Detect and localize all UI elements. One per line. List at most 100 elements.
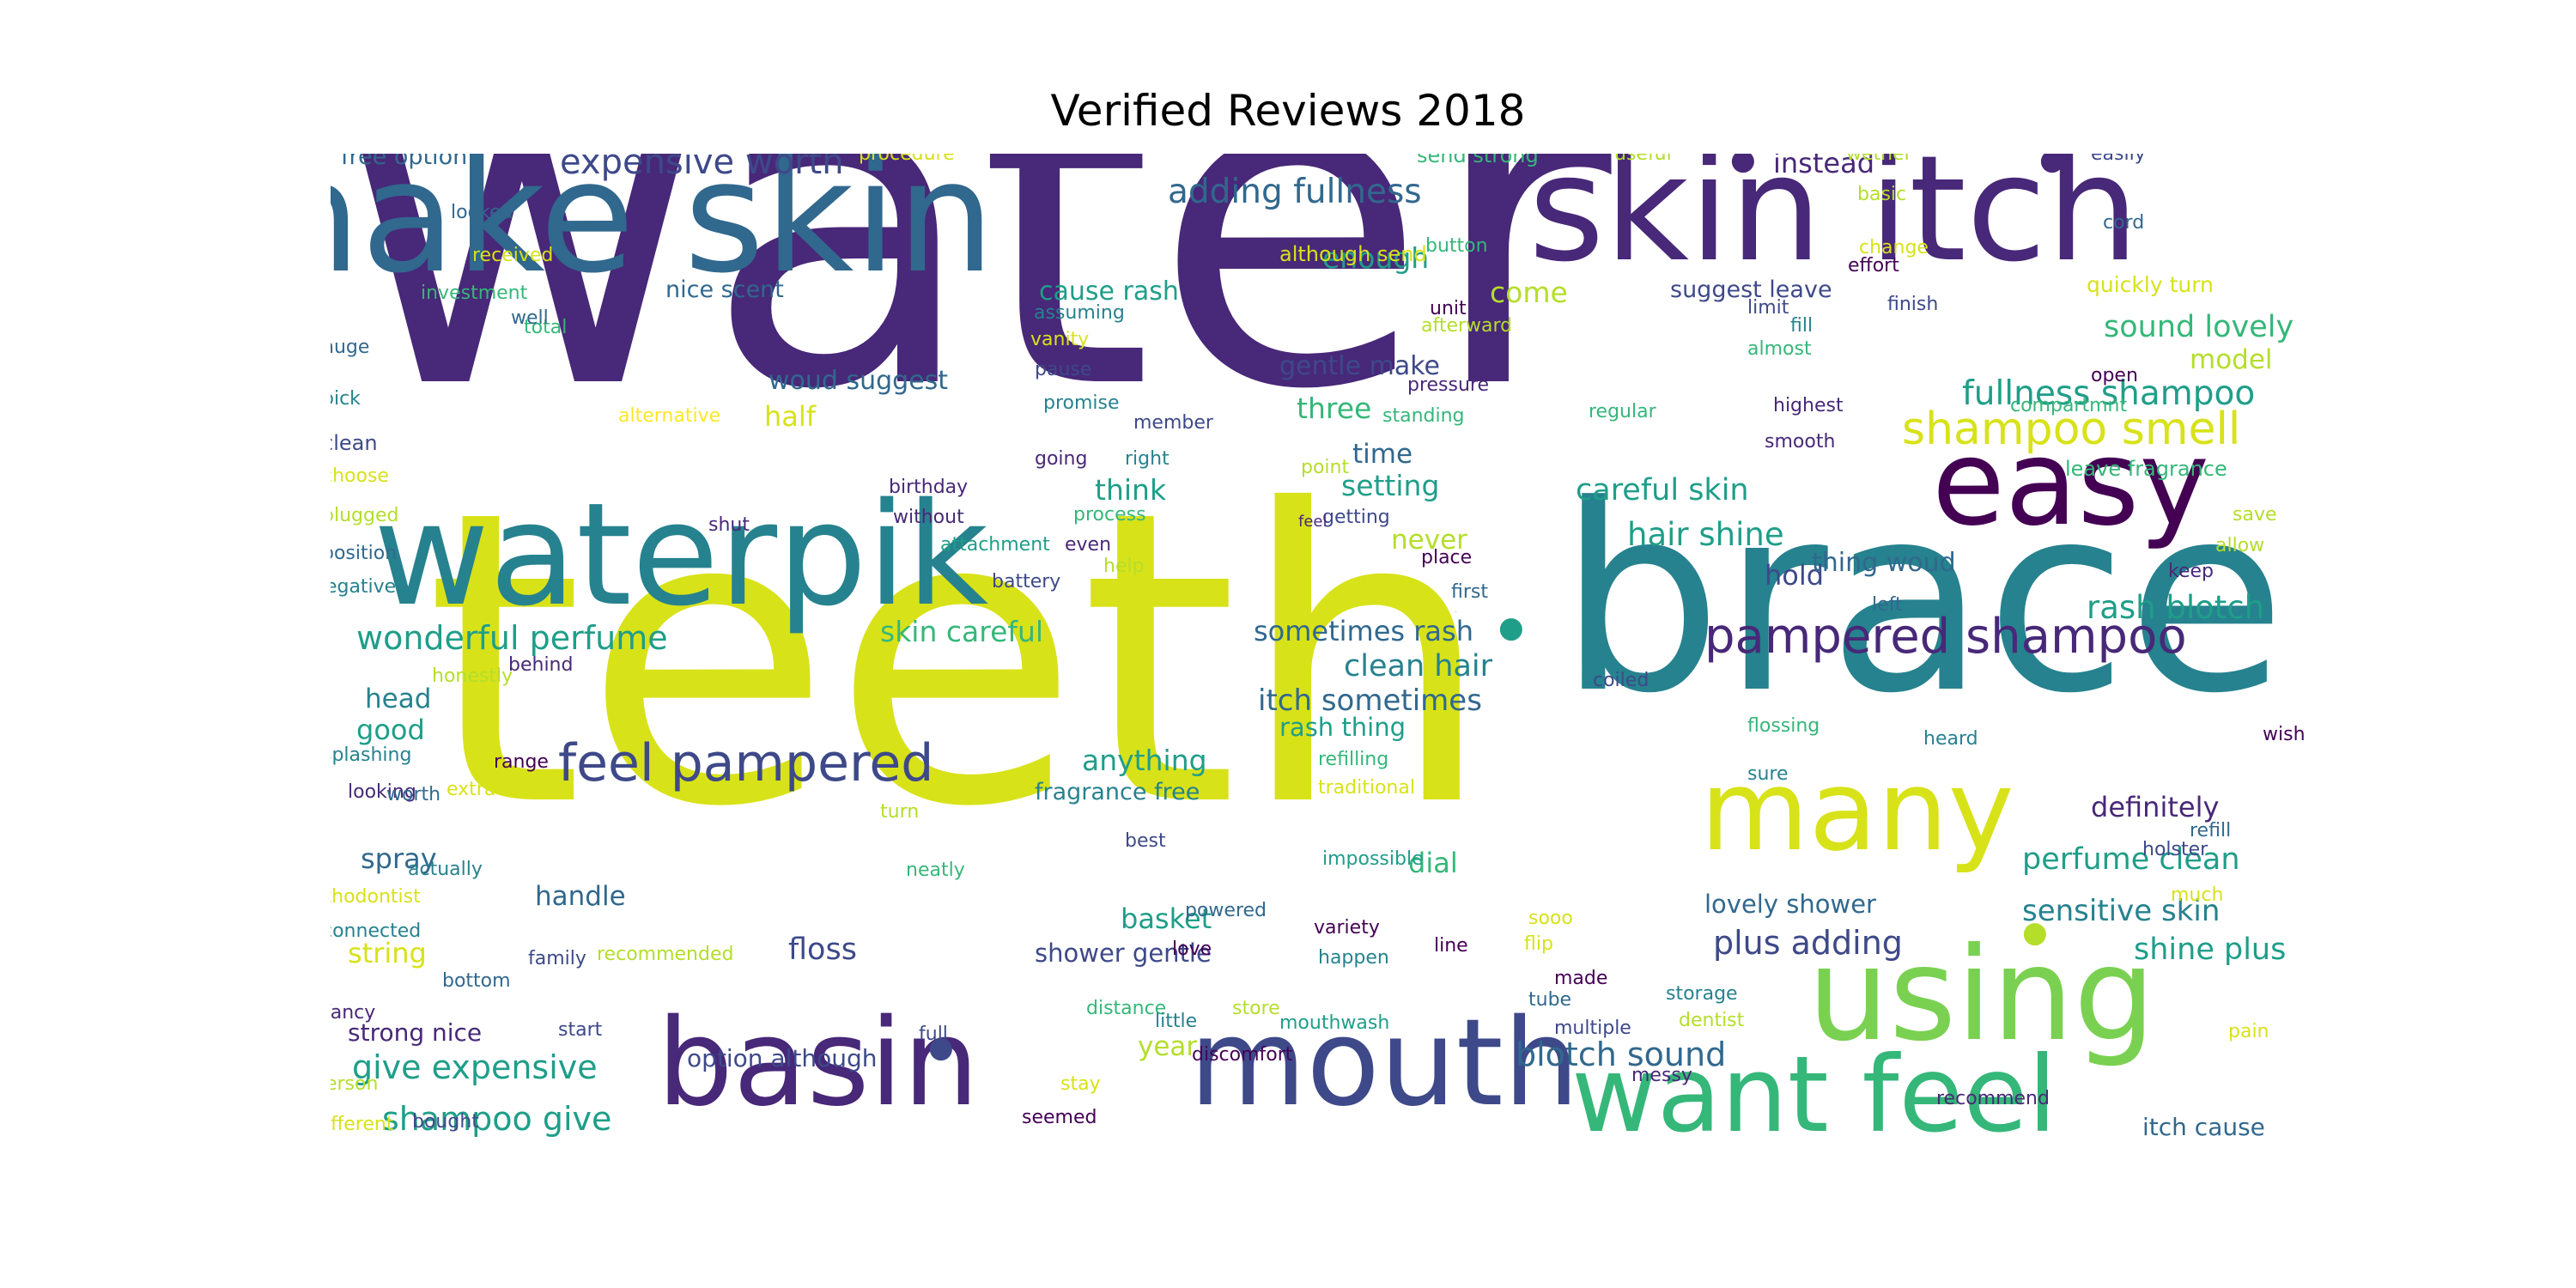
word-compartmnt: compartmnt [2010,395,2128,416]
word-nice-scent: nice scent [665,276,784,303]
word-make-skin: make skin [331,154,995,307]
word-blotch-sound: blotch sound [1516,1036,1727,1073]
word-half: half [764,400,817,433]
word-water: water [339,154,1612,487]
word-waterpik: waterpik [374,472,989,637]
word-position: position [331,543,398,564]
word-connected: connected [331,920,422,942]
word-promise: promise [1043,392,1120,414]
word-expensive-worth: expensive worth [560,154,844,182]
word-pick: pick [331,388,361,410]
word-person: person [331,1073,379,1095]
word-right: right [1125,448,1170,470]
word-hold: hold [1765,559,1825,592]
word-unit: unit [1430,298,1467,319]
word-regular: regular [1589,401,1656,422]
word-help: help [1103,556,1145,577]
word-distance: distance [1086,998,1167,1019]
word-shampoo-smell: shampoo smell [1902,404,2241,455]
figure-title: Verified Reviews 2018 [1050,86,1526,136]
word-afterward: afterward [1421,315,1513,337]
word-shut: shut [708,514,750,536]
word-dot: ● [2022,915,2048,950]
word-sensitive-skin: sensitive skin [2022,894,2221,928]
word-dot: ● [1455,612,1456,613]
word-smooth: smooth [1765,431,1836,453]
word-process: process [1073,504,1146,526]
word-alternative: alternative [618,405,721,427]
word-standing: standing [1382,405,1465,427]
word-finish: finish [1887,294,1939,315]
word-want-feel: want feel [1571,1034,2057,1151]
word-extra: extra [447,779,496,800]
word-store: store [1232,998,1280,1019]
word-head: head [365,683,432,714]
word-stay: stay [1060,1073,1101,1095]
word-left: left [1872,594,1903,616]
word-storage: storage [1666,983,1738,1005]
word-fullness-shampoo: fullness shampoo [1962,374,2256,413]
word-seemed: seemed [1022,1107,1097,1128]
word-feel: feel [1298,513,1327,531]
word-first: first [1451,581,1488,603]
word-adding-fullness: adding fullness [1168,173,1422,211]
word-behind: behind [508,654,574,676]
word-send-strong: send strong [1417,154,1539,167]
word-splashing: splashing [331,744,412,766]
word-dial: dial [1408,847,1458,879]
word-mouth: mouth [1189,993,1580,1133]
word-variety: variety [1314,917,1380,939]
word-multiple: multiple [1554,1018,1631,1039]
word-full: full [919,1024,948,1045]
word-recommend: recommend [1936,1088,2050,1109]
word-flip: flip [1524,933,1553,955]
word-limit: limit [1747,297,1789,319]
word-much: much [2171,884,2224,906]
word-open: open [2091,365,2138,386]
word-lovely-shower: lovely shower [1704,890,1876,919]
word-recommended: recommended [597,944,734,965]
word-different: different [331,1114,394,1135]
word-assuming: assuming [1034,302,1125,324]
word-brace: brace [1558,450,2287,750]
word-dot: ● [1730,154,1756,177]
word-enough: enough [1322,241,1430,275]
word-attachment: attachment [940,534,1050,556]
word-love: love [1172,939,1212,960]
word-time: time [1352,439,1413,470]
word-holster: holster [2142,839,2208,860]
word-clean: clean [331,431,378,455]
word-think: think [1095,473,1167,507]
word-effort: effort [1848,255,1899,276]
word-basin: basin [657,993,980,1133]
word-looked: looked [451,202,513,223]
word-impossible: impossible [1322,848,1424,870]
word-choose: choose [331,465,389,487]
word-teeth: teeth [425,425,1494,895]
word-mouthwash: mouthwash [1279,1012,1390,1034]
word-never: never [1391,525,1467,556]
word-come: come [1490,276,1568,309]
word-turn: turn [880,801,920,823]
word-save: save [2233,504,2277,526]
word-keep: keep [2168,561,2214,582]
word-shine-plus: shine plus [2134,933,2287,967]
word-spray: spray [361,842,437,875]
word-honestly: honestly [432,665,513,687]
word-fragrance-free: fragrance free [1035,779,1200,805]
word-skin-careful: skin careful [880,615,1044,648]
word-fancy: fancy [331,1002,376,1024]
word-hair-shine: hair shine [1627,516,1784,553]
word-without: without [893,507,964,528]
word-pause: pause [1035,359,1092,380]
word-discomfort: discomfort [1192,1044,1293,1066]
word-change: change [1859,237,1929,258]
word-definitely: definitely [2091,791,2220,823]
word-clean-hair: clean hair [1344,649,1493,683]
word-dentist: dentist [1679,1010,1745,1031]
word-handle: handle [535,881,626,912]
word-sometimes-rash: sometimes rash [1254,615,1473,647]
word-give-expensive: give expensive [352,1048,598,1086]
word-happen: happen [1318,947,1389,969]
